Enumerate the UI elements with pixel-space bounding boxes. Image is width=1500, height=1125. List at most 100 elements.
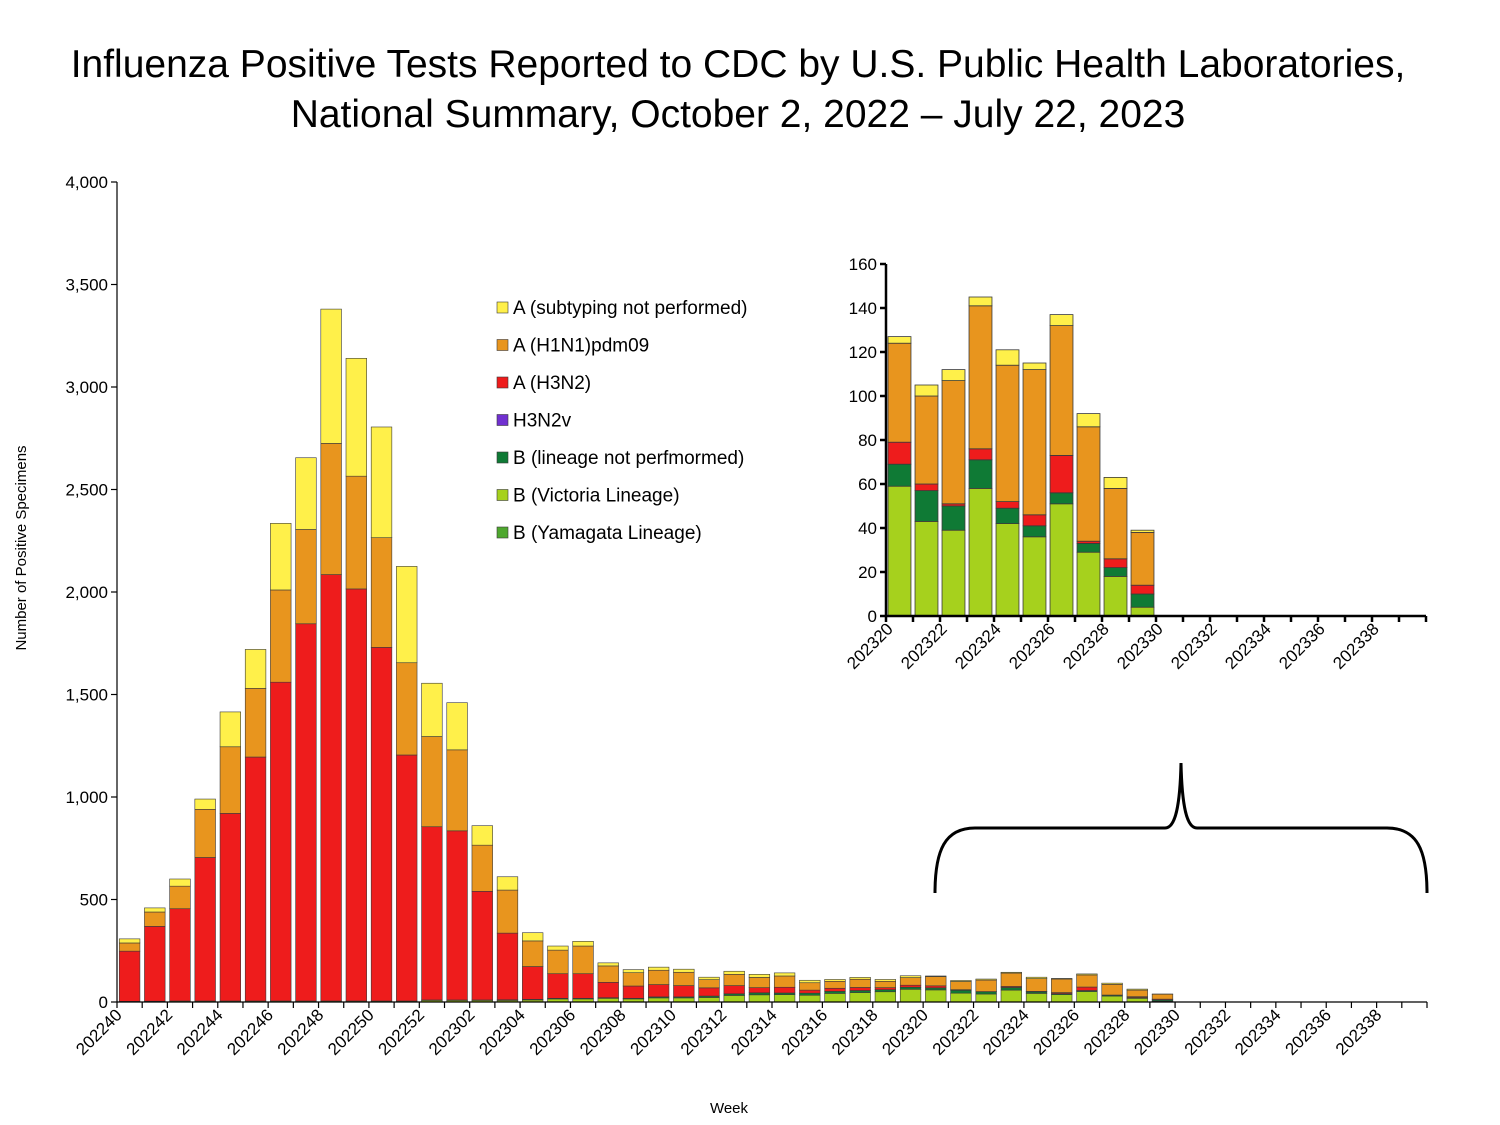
main-bar-202313-s1 — [748, 994, 771, 1003]
inset-bar-202329-s4 — [1130, 584, 1155, 595]
main-bar-202242-s5 — [169, 885, 191, 910]
legend-item: H3N2v — [496, 411, 572, 432]
legend-item: B (lineage not perfmormed) — [496, 448, 744, 469]
main-bar-202248-s5 — [320, 443, 342, 575]
main-bar-202315-s1 — [799, 994, 821, 1003]
inset-y-tick-label: 120 — [849, 343, 877, 362]
main-bar-202307-s5 — [597, 965, 619, 983]
main-bar-202241-s6 — [144, 907, 166, 913]
inset-bar-202329-s1 — [1130, 606, 1155, 617]
inset-bar-202326-s6 — [1049, 314, 1074, 327]
main-bar-202250-s5 — [370, 537, 393, 648]
inset-bar-202327-s6 — [1076, 413, 1101, 428]
inset-bar-202326-s1 — [1049, 503, 1074, 617]
legend-item: A (subtyping not performed) — [496, 298, 747, 319]
main-bar-202324-s6 — [1025, 976, 1048, 979]
inset-bar-202328-s2 — [1103, 567, 1128, 577]
main-bar-202304-s5 — [522, 940, 544, 967]
main-bar-202240-s5 — [118, 942, 141, 952]
main-x-tick-label: 202330 — [1130, 1005, 1184, 1059]
main-bar-202320-s4 — [925, 985, 947, 989]
main-bars — [118, 308, 1174, 1003]
main-bar-202250-s6 — [370, 426, 393, 538]
main-bar-202316-s2 — [824, 991, 846, 994]
main-bar-202320-s2 — [925, 987, 947, 991]
main-bar-202241-s5 — [144, 911, 166, 927]
inset-bar-202329-s2 — [1130, 593, 1155, 608]
main-bar-202316-s1 — [824, 993, 846, 1003]
main-bar-202312-s5 — [723, 974, 745, 986]
main-bar-202251-s5 — [396, 662, 418, 756]
inset-bar-202326-s2 — [1049, 492, 1074, 505]
main-x-tick-label: 202338 — [1332, 1005, 1386, 1059]
main-bar-202321-s1 — [950, 992, 972, 1003]
main-bar-202328-s5 — [1126, 989, 1148, 997]
legend-item: A (H3N2) — [496, 373, 591, 394]
main-bar-202317-s5 — [849, 978, 871, 988]
main-bar-202244-s5 — [219, 746, 241, 814]
inset-y-tick-label: 60 — [858, 475, 877, 494]
main-bar-202311-s4 — [698, 987, 720, 997]
main-bar-202314-s5 — [773, 975, 796, 988]
main-bar-202247-s6 — [295, 457, 317, 530]
main-bar-202314-s6 — [773, 972, 796, 977]
main-x-tick-label: 202308 — [576, 1005, 630, 1059]
main-bar-202319-s6 — [899, 975, 922, 978]
inset-bar-202324-s6 — [995, 349, 1020, 366]
inset-bar-202327-s2 — [1076, 543, 1101, 553]
inset-bar-202321-s2 — [914, 490, 939, 522]
main-bar-202249-s5 — [345, 475, 367, 590]
inset-x-tick-label: 202324 — [951, 619, 1005, 673]
main-bar-202325-s1 — [1051, 994, 1073, 1003]
inset-x-tick-label: 202322 — [897, 619, 951, 673]
x-axis-label: Week — [710, 1100, 749, 1117]
inset-y-tick-label: 80 — [858, 431, 877, 450]
main-bar-202313-s4 — [748, 987, 771, 994]
main-bar-202314-s1 — [773, 994, 796, 1003]
main-bar-202246-s4 — [270, 681, 292, 1002]
main-bar-202326-s6 — [1076, 973, 1098, 976]
main-bar-202327-s6 — [1101, 982, 1123, 985]
inset-y-tick-label: 40 — [858, 519, 877, 538]
main-bar-202242-s6 — [169, 878, 191, 887]
legend-label: B (Victoria Lineage) — [513, 486, 680, 507]
inset-bar-202326-s5 — [1049, 325, 1074, 456]
legend-swatch — [496, 301, 509, 314]
main-bar-202308-s4 — [622, 985, 645, 999]
main-bar-202250-s4 — [370, 647, 393, 1002]
y-axis-label: Number of Positive Specimens — [13, 445, 30, 650]
main-y-tick-label: 4,000 — [65, 173, 108, 192]
main-bar-202327-s5 — [1101, 984, 1123, 996]
chart-title: Influenza Positive Tests Reported to CDC… — [0, 40, 1476, 140]
main-x-tick-label: 202316 — [778, 1005, 832, 1059]
main-x-tick-label: 202334 — [1231, 1005, 1285, 1059]
main-bar-202310-s6 — [673, 968, 695, 973]
inset-y-tick-label: 140 — [849, 299, 877, 318]
inset-bar-202328-s1 — [1103, 576, 1128, 617]
main-y-tick-label: 2,000 — [65, 583, 108, 602]
legend-label: B (lineage not perfmormed) — [513, 448, 744, 469]
inset-bar-202326-s4 — [1049, 454, 1074, 494]
main-bar-202318-s6 — [874, 979, 896, 982]
main-x-tick-label: 202306 — [526, 1005, 580, 1059]
main-bar-202311-s1 — [698, 997, 720, 1003]
inset-y-tick-label: 100 — [849, 387, 877, 406]
main-bar-202325-s6 — [1051, 978, 1073, 980]
inset-bar-202325-s2 — [1022, 525, 1047, 538]
inset-bar-202327-s1 — [1076, 551, 1101, 617]
main-bar-202245-s4 — [244, 756, 267, 1002]
legend-item: B (Victoria Lineage) — [496, 486, 680, 507]
inset-bar-202321-s6 — [914, 384, 939, 397]
main-x-tick-label: 202328 — [1080, 1005, 1134, 1059]
main-bar-202325-s5 — [1051, 978, 1073, 993]
main-bar-202321-s2 — [950, 990, 972, 994]
main-bar-202241-s4 — [144, 926, 166, 1002]
main-bar-202252-s5 — [421, 736, 443, 828]
main-x-tick-label: 202324 — [979, 1005, 1033, 1059]
main-bar-202248-s6 — [320, 308, 342, 444]
legend-swatch — [496, 451, 509, 464]
main-bar-202249-s4 — [345, 588, 367, 1002]
main-y-tick-label: 3,500 — [65, 276, 108, 295]
main-bar-202303-s5 — [496, 889, 519, 934]
inset-y-tick-label: 0 — [868, 607, 877, 626]
